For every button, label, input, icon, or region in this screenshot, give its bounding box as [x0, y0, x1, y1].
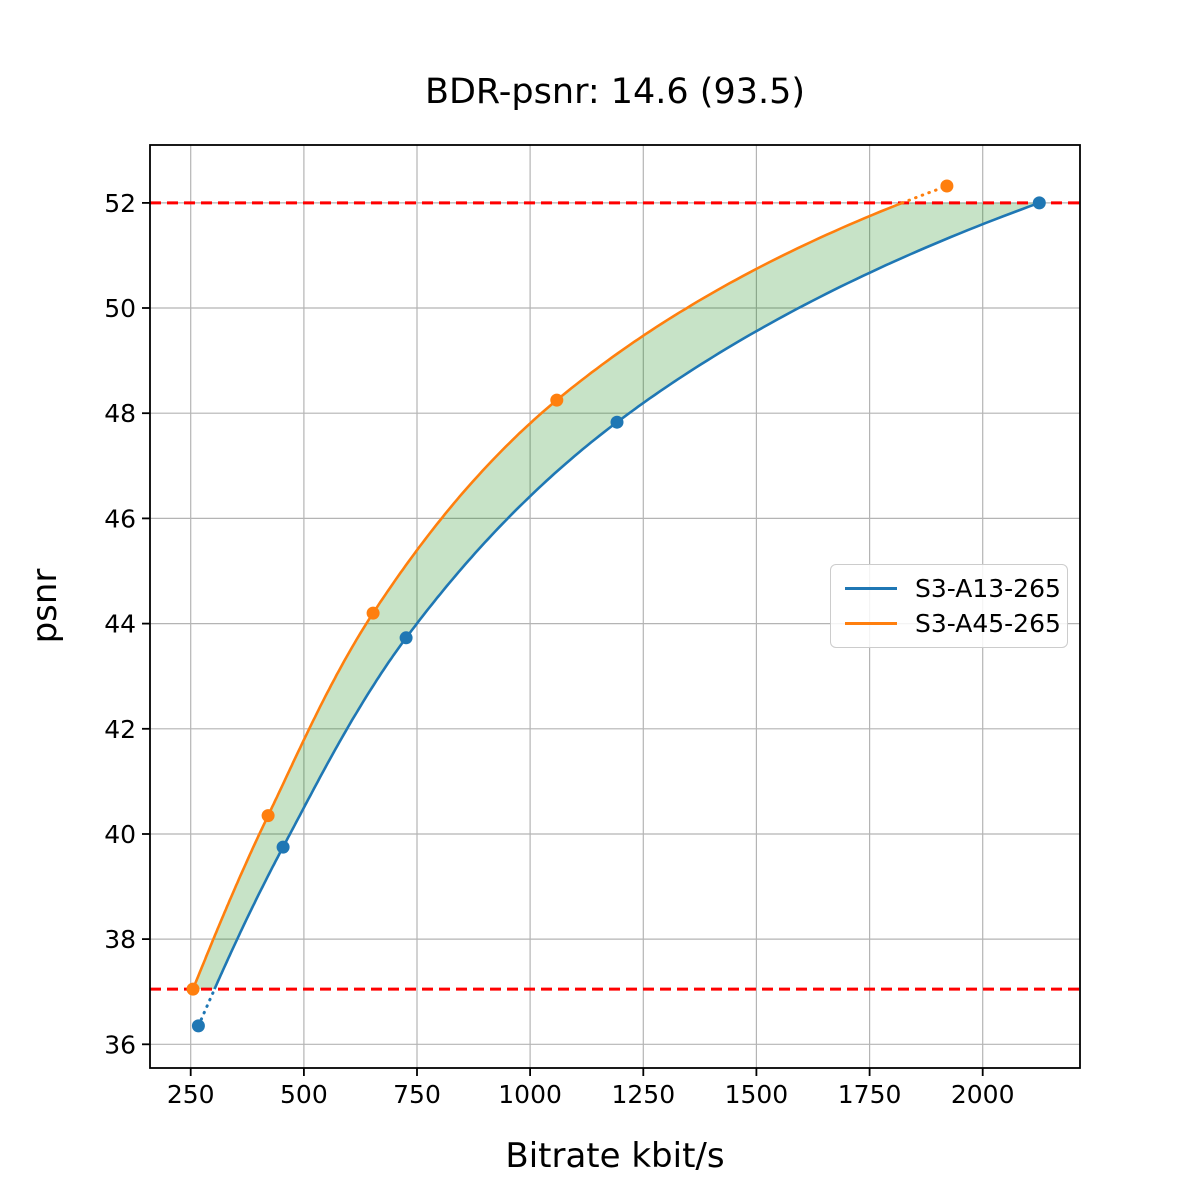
series-s3-a13-265-markers	[191, 196, 1046, 1033]
chart-title: BDR-psnr: 14.6 (93.5)	[424, 72, 806, 112]
legend-line-swatch-orange	[845, 621, 897, 625]
x-tick-label: 1750	[838, 1080, 902, 1109]
x-tick-label: 2000	[951, 1080, 1015, 1109]
legend: S3-A13-265 S3-A45-265	[830, 564, 1068, 648]
y-tick-label: 42	[104, 715, 136, 744]
series-s3-a13-265-extrapolated	[196, 987, 216, 1028]
bd-overlap-region	[193, 202, 1040, 990]
legend-label: S3-A13-265	[915, 574, 1061, 604]
x-tick-label: 750	[393, 1080, 441, 1109]
x-tick-label: 1500	[725, 1080, 789, 1109]
series-s3-a13-265-curve	[213, 201, 1040, 990]
y-tick-label: 44	[104, 610, 136, 639]
y-tick-label: 36	[104, 1030, 136, 1059]
y-axis-label: psnr	[25, 568, 65, 644]
series-s3-a45-265-markers	[186, 179, 954, 996]
y-tick-label: 38	[104, 925, 136, 954]
y-tick-label: 46	[104, 504, 136, 533]
x-tick-label: 1000	[498, 1080, 562, 1109]
x-tick-label: 1250	[611, 1080, 675, 1109]
series-s3-a45-265-extrapolated	[900, 184, 949, 205]
x-axis-label: Bitrate kbit/s	[505, 1136, 725, 1176]
plot-border	[149, 144, 1081, 1069]
x-tick-label: 500	[280, 1080, 328, 1109]
psnr-bound-lines	[150, 201, 1080, 991]
legend-item-s3-a45-265: S3-A45-265	[845, 609, 1061, 638]
x-axis-ticks: 250 500 750 1000 1250 1500 1750 2000	[167, 1068, 1015, 1109]
y-tick-label: 50	[104, 294, 136, 323]
legend-item-s3-a13-265: S3-A13-265	[845, 574, 1061, 603]
y-tick-label: 52	[104, 189, 136, 218]
y-tick-label: 48	[104, 399, 136, 428]
legend-line-swatch-blue	[845, 587, 897, 591]
series-s3-a45-265-curve	[191, 201, 903, 990]
x-tick-label: 250	[167, 1080, 215, 1109]
legend-label: S3-A45-265	[915, 608, 1061, 638]
y-tick-label: 40	[104, 820, 136, 849]
y-axis-ticks: 36 38 40 42 44 46 48 50 52	[104, 189, 150, 1059]
